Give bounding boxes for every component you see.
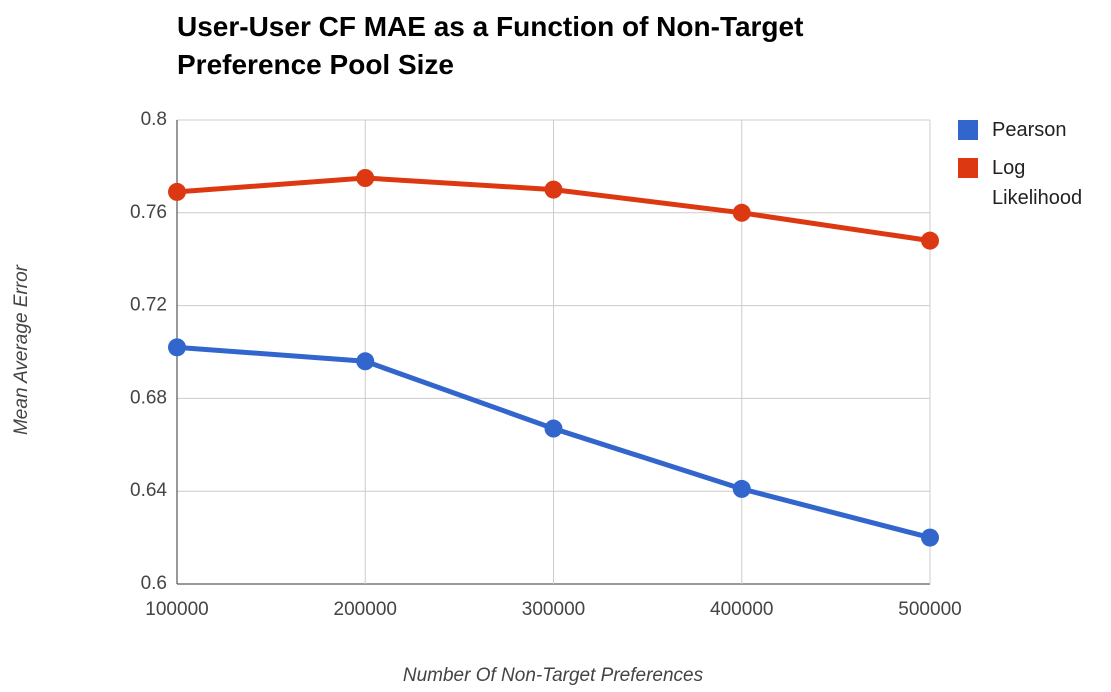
y-tick-label: 0.68	[130, 387, 167, 408]
data-point	[921, 231, 939, 250]
x-tick-label: 500000	[898, 599, 961, 620]
data-point	[356, 352, 375, 371]
data-point	[168, 182, 186, 201]
data-point	[544, 419, 563, 438]
legend-swatch	[958, 158, 978, 178]
x-axis-label: Number Of Non-Target Preferences	[403, 665, 704, 686]
data-point	[732, 203, 751, 222]
y-tick-label: 0.64	[130, 480, 167, 501]
data-point	[168, 338, 186, 357]
data-point	[921, 528, 939, 547]
x-tick-label: 300000	[522, 599, 585, 620]
legend-swatch	[958, 120, 978, 140]
x-tick-label: 100000	[145, 599, 208, 620]
legend-label: Pearson	[992, 119, 1067, 141]
x-tick-label: 200000	[334, 599, 397, 620]
data-point	[356, 169, 375, 187]
y-tick-label: 0.8	[141, 109, 167, 130]
y-axis-label: Mean Average Error	[11, 264, 32, 435]
y-tick-label: 0.76	[130, 202, 167, 223]
x-tick-label: 400000	[710, 599, 773, 620]
legend-label: Log Likelihood	[992, 157, 1083, 209]
data-point	[544, 180, 563, 199]
y-tick-label: 0.6	[141, 573, 167, 594]
chart-title: User-User CF MAE as a Function of Non-Ta…	[177, 11, 804, 80]
data-point	[732, 479, 751, 498]
y-tick-label: 0.72	[130, 295, 167, 316]
